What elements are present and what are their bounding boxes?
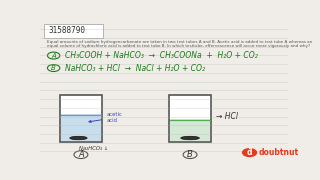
Text: Na₂HCO₃ ↓: Na₂HCO₃ ↓ (79, 146, 108, 151)
FancyBboxPatch shape (44, 24, 103, 38)
Text: → HCl: → HCl (216, 112, 238, 121)
Ellipse shape (181, 136, 199, 140)
Text: B: B (187, 150, 193, 159)
Bar (60, 95, 102, 142)
Text: A: A (51, 53, 56, 58)
Text: CH₃COOH + NaHCO₃  →  CH₃COONa  +  H₂O + CO₂: CH₃COOH + NaHCO₃ → CH₃COONa + H₂O + CO₂ (65, 51, 258, 60)
Text: equal volume of hydrochloric acid is added to test tube B. In which testtube, ef: equal volume of hydrochloric acid is add… (47, 44, 311, 48)
Ellipse shape (70, 136, 87, 140)
Text: NaHCO₃ + HCl  →  NaCl + H₂O + CO₂: NaHCO₃ + HCl → NaCl + H₂O + CO₂ (65, 64, 205, 73)
Text: Equal amounts of sodium hydrogencarbonate are taken in two test tubes A and B. A: Equal amounts of sodium hydrogencarbonat… (47, 40, 313, 44)
Text: doubtnut: doubtnut (259, 148, 299, 157)
Text: 31588790: 31588790 (49, 26, 86, 35)
Text: B: B (51, 65, 56, 71)
Text: A: A (78, 150, 84, 159)
Text: ḋ: ḋ (247, 148, 252, 157)
Text: acetic
acid: acetic acid (89, 112, 123, 123)
Bar (169, 95, 211, 142)
Bar (61, 114, 101, 141)
Circle shape (243, 149, 257, 156)
Bar (170, 119, 210, 141)
